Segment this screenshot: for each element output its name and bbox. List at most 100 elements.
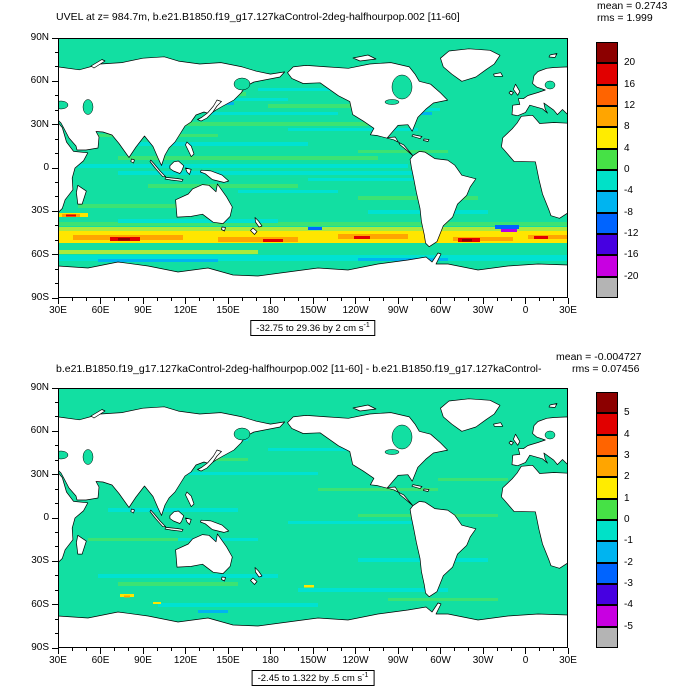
colorbar-box — [596, 191, 618, 213]
units-exponent: -1 — [363, 322, 370, 329]
lat-tick — [52, 430, 58, 432]
colorbar-box — [596, 434, 618, 456]
contour-range-label: -2.45 to 1.322 by .5 cm s-1 — [251, 670, 375, 687]
lon-tick — [525, 298, 526, 304]
lon-tick — [185, 648, 186, 654]
colorbar-tick-label: -4 — [624, 599, 633, 611]
lon-tick — [227, 298, 229, 304]
rms-stat: rms = 0.07456 — [572, 363, 640, 375]
lon-tick — [170, 298, 172, 301]
colorbar-tick-label: -8 — [624, 206, 633, 218]
colorbar-tick-label: -5 — [624, 620, 633, 632]
lon-tick — [142, 298, 144, 304]
lon-tick — [284, 648, 286, 651]
lat-tick — [55, 503, 58, 505]
colorbar-tick-label: 16 — [624, 78, 636, 90]
colorbar: 5 4 3 2 1 0 -1 -2 -3 -4 -5 — [596, 392, 633, 648]
lon-tick — [482, 648, 484, 654]
colorbar-tick-label: 8 — [624, 121, 630, 133]
lon-tick — [270, 648, 271, 654]
colorbar-tick-label: -1 — [624, 535, 633, 547]
lat-tick-label: 90S — [31, 292, 49, 303]
lon-tick — [383, 648, 385, 651]
longitude-axis: 30E 60E 90E 120E 150E 180 150W 120W 90W 60W 30W 0 30… — [49, 298, 577, 324]
lon-tick — [298, 298, 300, 301]
lon-tick-label: 150E — [216, 655, 240, 666]
colorbar-box — [596, 106, 618, 128]
colorbar-box — [596, 562, 618, 584]
colorbar-box — [596, 413, 618, 435]
lat-tick — [55, 196, 58, 198]
lon-tick-label: 150W — [299, 655, 327, 666]
colorbar-box — [596, 170, 618, 192]
lon-tick — [312, 298, 314, 304]
lat-tick — [52, 297, 58, 299]
lon-tick — [57, 298, 59, 304]
lon-tick — [326, 298, 328, 301]
lon-tick-label: 90W — [387, 655, 409, 666]
lon-tick — [340, 298, 342, 301]
lon-tick — [440, 648, 441, 654]
lon-tick — [213, 648, 215, 651]
mean-stat: mean = 0.2743 — [597, 0, 668, 12]
lon-tick-label: 120E — [173, 305, 198, 316]
colorbar-box — [596, 42, 618, 64]
colorbar-box — [596, 276, 618, 298]
map-plot-difference — [58, 388, 568, 648]
colorbar-box — [596, 255, 618, 277]
lat-tick — [55, 109, 58, 111]
lon-tick — [100, 648, 101, 654]
map-frame — [58, 388, 568, 648]
lon-tick — [142, 648, 144, 654]
lon-tick-label: 150W — [299, 305, 327, 316]
colorbar-tick-label: 0 — [624, 164, 630, 175]
lon-tick — [114, 648, 116, 651]
lon-tick-label: 0 — [522, 305, 529, 316]
lon-tick — [454, 298, 456, 301]
lon-tick-label: 120E — [173, 655, 198, 666]
lon-tick — [425, 648, 427, 651]
lon-tick — [454, 648, 456, 651]
lon-tick-label: 30E — [49, 655, 67, 666]
lon-tick — [170, 648, 172, 651]
lat-tick — [52, 604, 58, 606]
lon-tick — [510, 298, 512, 301]
lon-tick — [553, 298, 555, 301]
lon-tick-label: 30W — [472, 655, 494, 666]
colorbar-tick-label: -12 — [624, 228, 639, 239]
lon-tick — [185, 298, 186, 304]
lon-tick — [567, 298, 569, 304]
lon-tick — [496, 648, 498, 651]
lon-tick-label: 30E — [559, 305, 577, 316]
lon-tick-label: 150E — [216, 305, 240, 316]
lon-tick-label: 60W — [430, 305, 451, 316]
lon-tick-label: 120W — [342, 655, 369, 666]
lat-tick-label: 60N — [30, 75, 49, 87]
colorbar-box — [596, 498, 618, 520]
lat-tick — [52, 254, 58, 256]
lat-tick — [55, 459, 58, 461]
lat-tick — [52, 124, 58, 126]
colorbar-tick-label: -2 — [624, 556, 633, 568]
lat-tick — [55, 153, 58, 155]
lat-tick — [52, 647, 58, 649]
lat-tick — [55, 268, 58, 270]
lon-tick — [411, 298, 413, 301]
colorbar-tick-label: 4 — [624, 428, 630, 440]
lon-tick — [482, 298, 484, 304]
colorbar-tick-label: 3 — [624, 450, 630, 461]
lat-tick — [55, 95, 58, 97]
lon-tick — [156, 298, 158, 301]
colorbar-tick-label: 5 — [624, 407, 630, 419]
lat-tick-label: 30N — [30, 468, 49, 480]
lon-tick-label: 30E — [49, 305, 67, 316]
lon-tick-label: 30W — [472, 305, 494, 316]
lon-tick — [567, 648, 569, 654]
colorbar-box — [596, 541, 618, 563]
map-plot-uvel — [58, 38, 568, 298]
lat-tick-label: 60S — [31, 598, 49, 610]
lon-tick — [539, 648, 541, 651]
lon-tick — [496, 298, 498, 301]
panel-uvel: UVEL at z= 984.7m, b.e21.B1850.f19_g17.1… — [30, 0, 668, 337]
lat-tick — [55, 575, 58, 577]
